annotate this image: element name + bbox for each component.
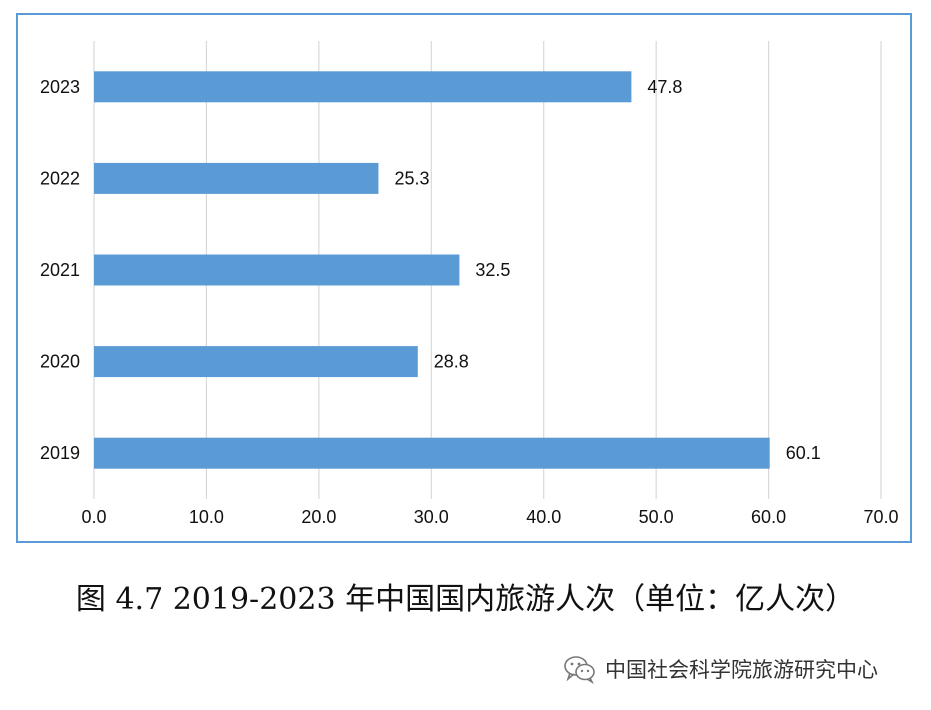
x-tick-label: 0.0 [81,507,106,527]
category-label: 2021 [40,260,80,280]
category-label: 2022 [40,168,80,188]
bars [94,71,770,469]
value-label: 28.8 [434,352,469,372]
x-tick-label: 30.0 [414,507,449,527]
figure-caption: 图 4.7 2019-2023 年中国国内旅游人次（单位：亿人次） [75,582,856,617]
x-tick-label: 50.0 [639,507,674,527]
bar-chart: 0.0 10.0 20.0 30.0 40.0 50.0 60.0 70.0 2023 47.8 2… [40,41,899,527]
value-label: 32.5 [475,260,510,280]
bar [94,254,460,286]
x-tick-label: 20.0 [301,507,336,527]
category-label: 2019 [40,443,80,463]
value-label: 47.8 [647,77,682,97]
x-tick-label: 70.0 [863,507,898,527]
bar [94,437,770,469]
bar [94,162,379,194]
value-label: 25.3 [394,168,429,188]
chart-frame: 0.0 10.0 20.0 30.0 40.0 50.0 60.0 70.0 2023 47.8 2… [16,13,912,543]
x-tick-label: 40.0 [526,507,561,527]
category-label: 2020 [40,352,80,372]
x-tick-label: 60.0 [751,507,786,527]
watermark-text: 中国社会科学院旅游研究中心 [605,658,878,682]
category-label: 2023 [40,77,80,97]
watermark: 中国社会科学院旅游研究中心 [563,652,878,686]
labels: 0.0 10.0 20.0 30.0 40.0 50.0 60.0 70.0 2023 47.8 2… [40,77,899,527]
wechat-icon [564,656,595,684]
bar [94,71,632,103]
value-label: 60.1 [786,443,821,463]
x-tick-label: 10.0 [189,507,224,527]
bar [94,346,418,378]
